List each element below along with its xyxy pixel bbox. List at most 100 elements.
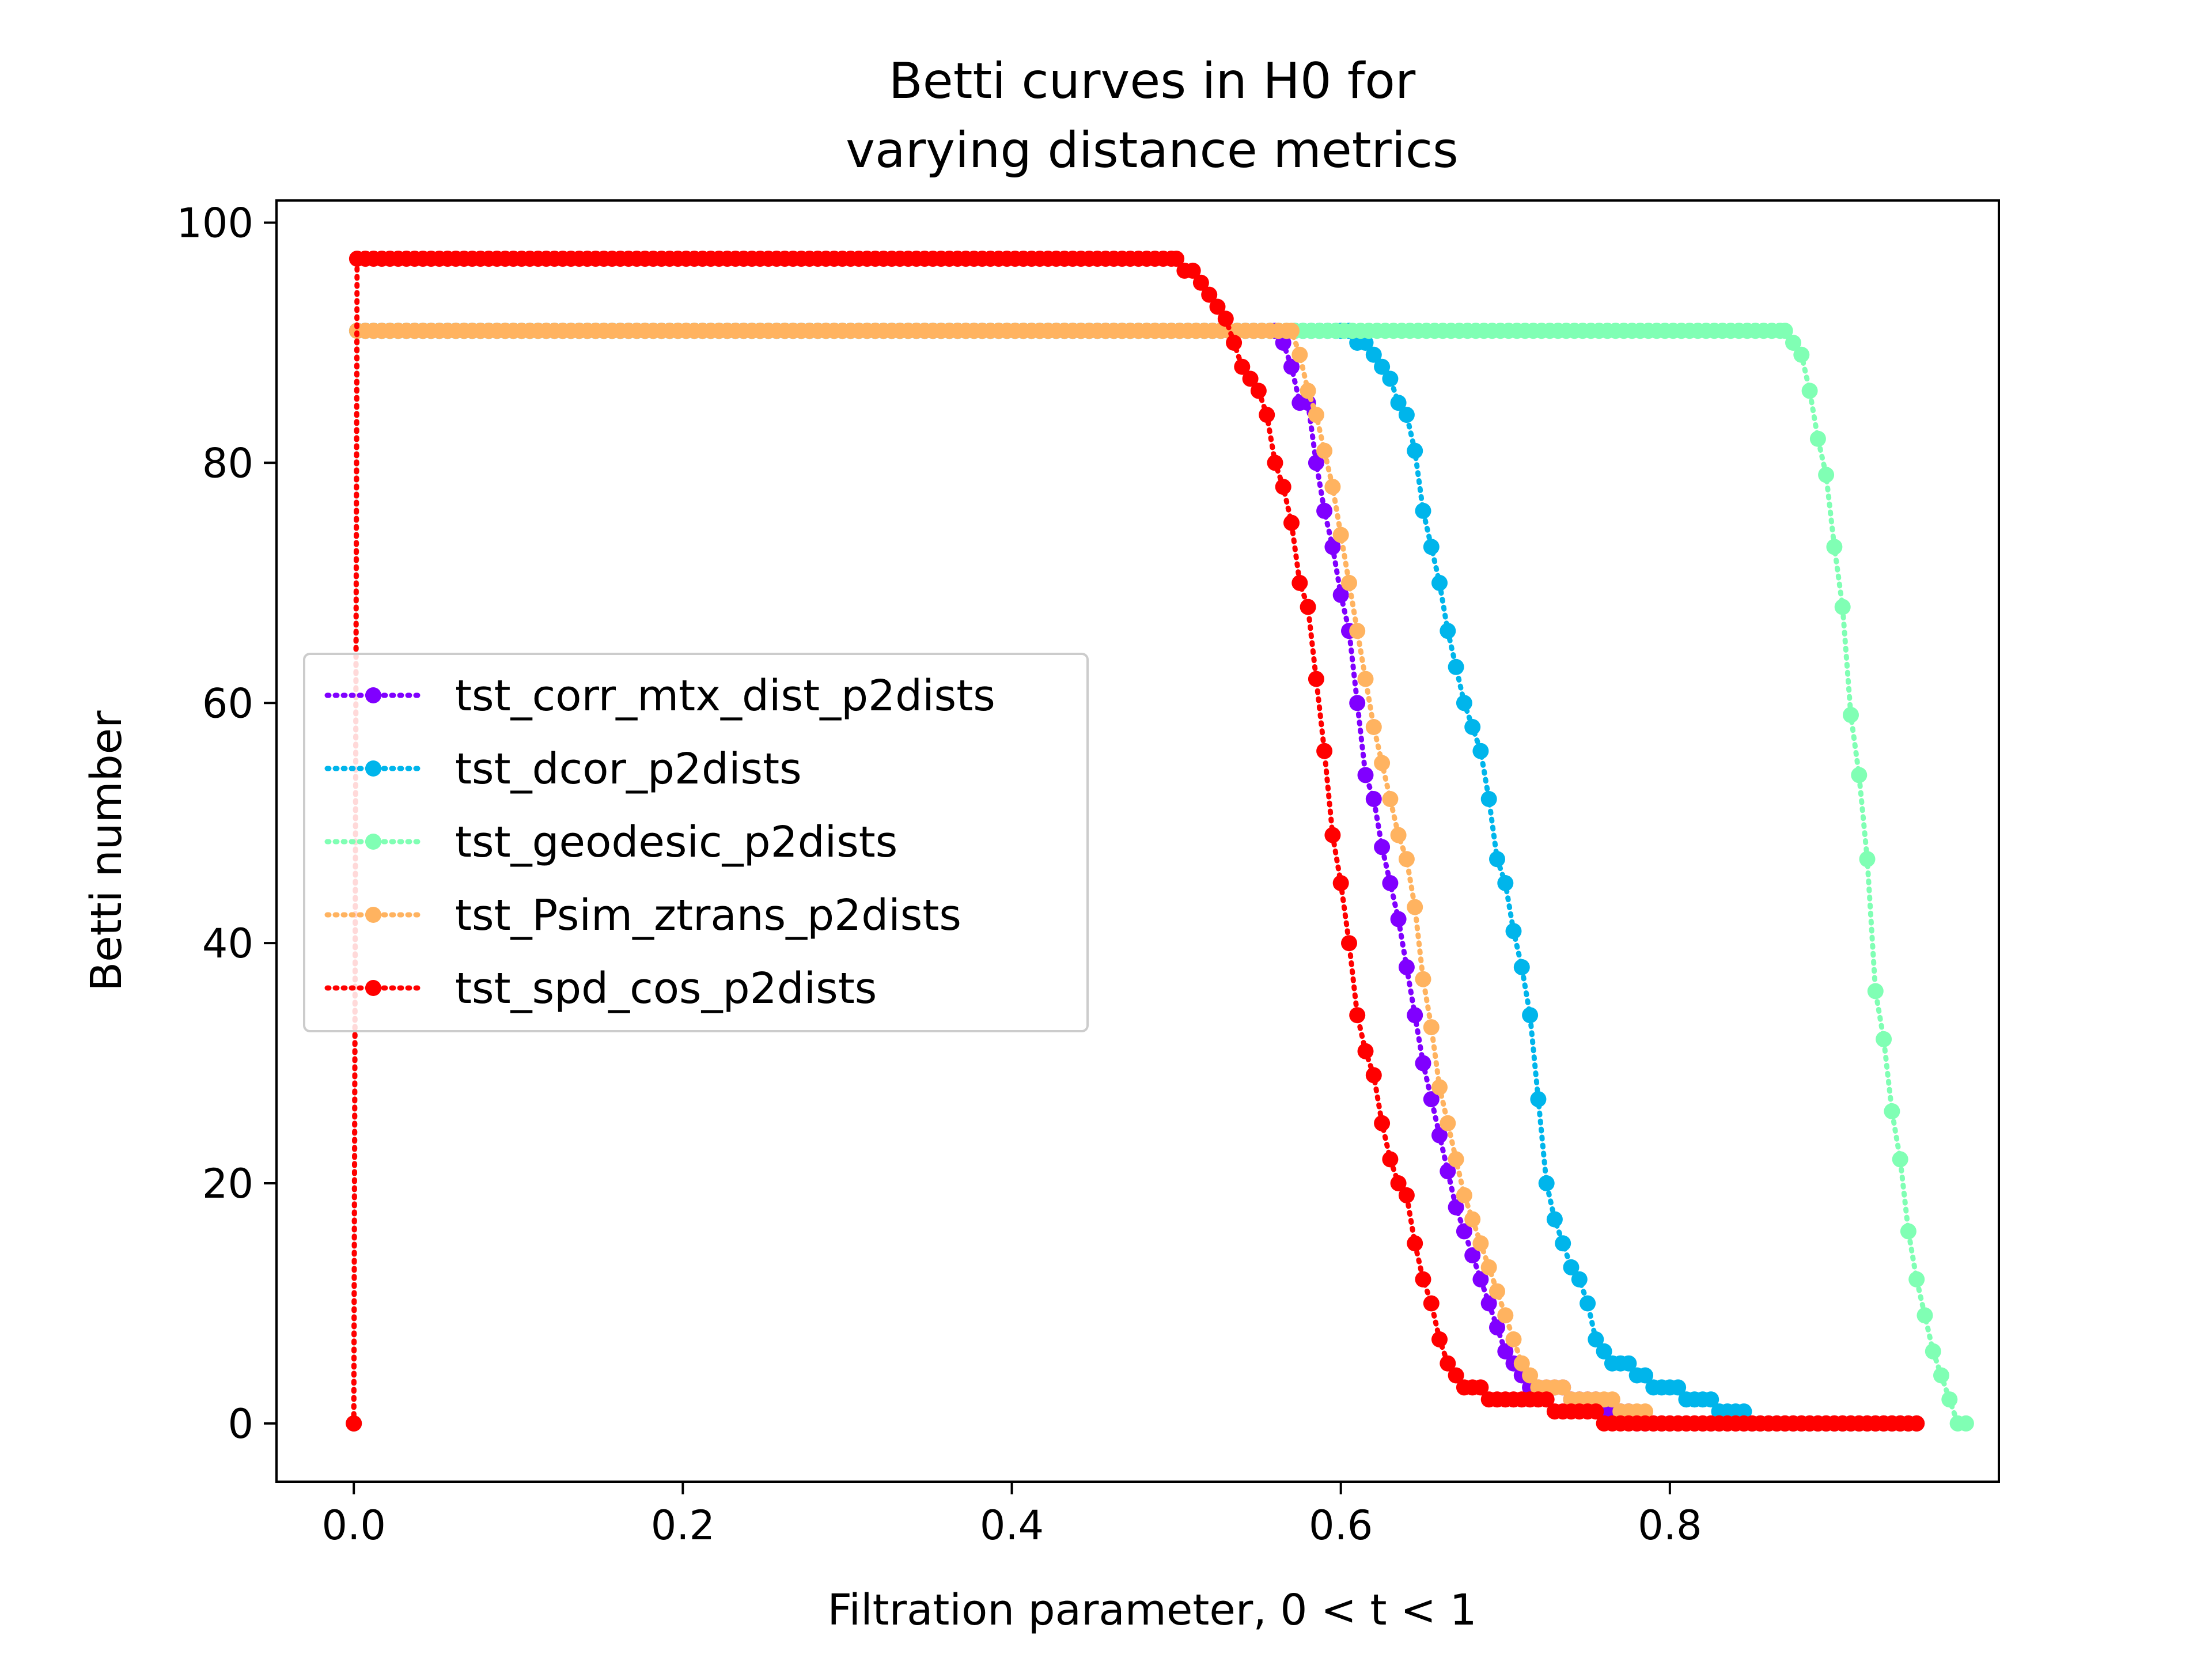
data-point (1324, 539, 1341, 555)
data-point (1448, 1151, 1464, 1168)
data-point (1801, 383, 1818, 399)
data-point (1440, 623, 1456, 639)
data-point (1357, 671, 1374, 687)
plot-layer (346, 251, 1974, 1432)
data-point (1390, 827, 1407, 843)
chart-title-line-2: varying distance metrics (846, 122, 1459, 179)
data-point (1283, 358, 1300, 375)
data-point (1859, 851, 1876, 868)
data-point (1530, 1091, 1547, 1108)
data-point (1505, 923, 1522, 940)
data-point (1291, 574, 1308, 591)
data-point (1332, 875, 1349, 891)
data-point (1217, 311, 1234, 327)
data-point (1448, 1367, 1464, 1384)
chart-title-line-1: Betti curves in H0 for (889, 52, 1416, 110)
data-point (1900, 1223, 1916, 1240)
data-point (1423, 1295, 1440, 1312)
y-axis-label: Betti number (82, 710, 131, 991)
data-point (1267, 455, 1283, 471)
data-point (1596, 1343, 1612, 1360)
x-tick-label: 0.8 (1638, 1502, 1702, 1549)
legend-marker (365, 980, 381, 996)
data-point (1324, 479, 1341, 495)
data-point (1374, 1115, 1391, 1131)
data-point (1316, 743, 1333, 759)
legend-entry-tst_corr_mtx_dist_p2dists: tst_corr_mtx_dist_p2dists (324, 671, 995, 721)
data-point (1456, 1187, 1472, 1203)
data-point (1398, 959, 1415, 975)
data-point (1513, 959, 1530, 975)
data-point (1736, 1403, 1752, 1420)
data-point (1480, 1295, 1497, 1312)
data-point (1448, 658, 1464, 675)
data-point (1415, 1055, 1431, 1072)
x-tick-label: 0.4 (980, 1502, 1044, 1549)
data-point (1472, 1271, 1489, 1288)
data-point (1382, 370, 1399, 387)
data-point (1580, 1295, 1596, 1312)
data-point (1201, 286, 1218, 303)
data-point (1941, 1391, 1958, 1408)
legend-entry-tst_geodesic_p2dists: tst_geodesic_p2dists (324, 817, 897, 867)
data-point (1324, 827, 1341, 843)
data-point (1390, 911, 1407, 927)
data-point (1415, 1271, 1431, 1288)
data-point (1456, 695, 1472, 711)
data-point (1431, 1079, 1448, 1096)
legend-label: tst_corr_mtx_dist_p2dists (455, 671, 995, 721)
data-point (1234, 358, 1251, 375)
data-point (1390, 395, 1407, 411)
data-point (1431, 1127, 1448, 1144)
data-point (1809, 430, 1826, 447)
data-point (1440, 1355, 1456, 1372)
data-point (1398, 407, 1415, 423)
data-point (1546, 1211, 1563, 1228)
legend-label: tst_spd_cos_p2dists (455, 964, 877, 1013)
x-tick-label: 0.6 (1309, 1502, 1373, 1549)
data-point (1604, 1391, 1620, 1408)
data-point (1555, 1235, 1571, 1252)
data-point (1390, 1175, 1407, 1191)
data-point (1365, 1067, 1382, 1084)
data-point (1588, 1403, 1604, 1420)
data-point (1349, 1007, 1366, 1024)
data-point (1300, 383, 1316, 399)
data-point (1283, 323, 1300, 339)
data-point (1407, 442, 1423, 459)
data-point (1365, 719, 1382, 735)
data-point (1374, 358, 1391, 375)
legend-label: tst_dcor_p2dists (455, 744, 802, 794)
data-point (1349, 695, 1366, 711)
data-point (1341, 574, 1357, 591)
data-point (1489, 1283, 1505, 1300)
data-point (1365, 346, 1382, 363)
data-point (1916, 1307, 1933, 1324)
legend-marker (365, 760, 381, 777)
data-point (1291, 346, 1308, 363)
data-point (1876, 1031, 1892, 1047)
y-tick-label: 20 (202, 1160, 253, 1207)
data-point (1357, 767, 1374, 783)
data-point (1843, 707, 1859, 724)
axes-layer: 0.0 0.2 0.4 0.6 0.8 0 20 40 60 80 100 (176, 199, 2000, 1549)
data-point (1818, 467, 1835, 483)
data-point (1168, 251, 1185, 267)
data-point (1382, 875, 1399, 891)
legend-marker (365, 907, 381, 923)
data-point (1793, 346, 1810, 363)
data-point (1933, 1367, 1949, 1384)
data-point (1777, 323, 1793, 339)
data-point (1349, 623, 1366, 639)
data-point (1571, 1271, 1588, 1288)
data-point (1464, 719, 1481, 735)
data-point (1415, 502, 1431, 519)
data-point (1538, 1175, 1555, 1191)
data-point (1834, 599, 1851, 615)
data-point (1456, 1223, 1472, 1240)
data-point (1851, 767, 1868, 783)
data-point (1563, 1259, 1580, 1275)
data-point (1242, 370, 1259, 387)
legend-frame (303, 653, 1089, 1032)
legend-entry-tst_dcor_p2dists: tst_dcor_p2dists (324, 744, 802, 794)
